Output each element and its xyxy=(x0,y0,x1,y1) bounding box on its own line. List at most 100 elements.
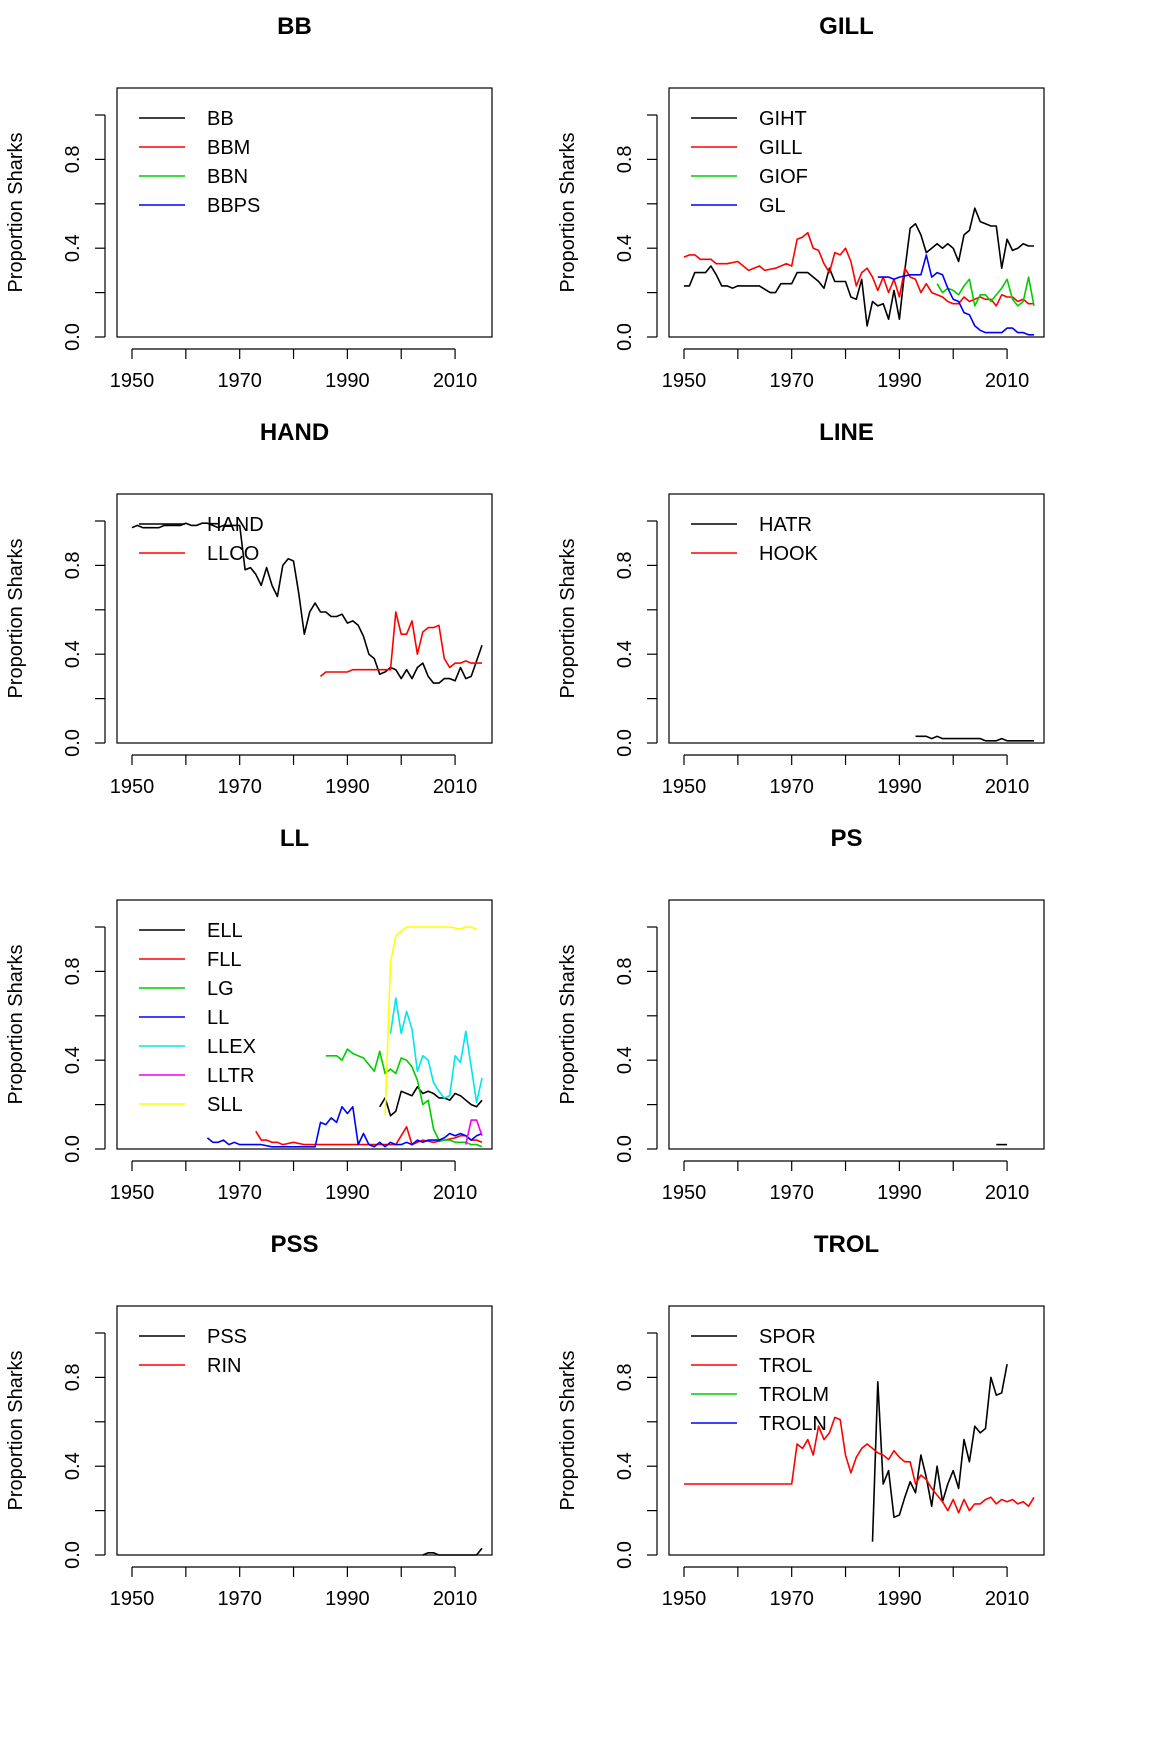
series-gl-line xyxy=(877,254,1034,336)
legend-label: SLL xyxy=(207,1094,243,1116)
y-tick-label: 0.4 xyxy=(614,1046,636,1074)
plot-frame xyxy=(668,87,1045,338)
legend-label: LLCO xyxy=(207,543,259,565)
legend-label: BBM xyxy=(207,137,250,159)
legend-label: HOOK xyxy=(759,543,819,565)
legend: SPOR TROL TROLM TROLN xyxy=(691,1326,829,1435)
x-tick-label: 2010 xyxy=(985,1588,1030,1610)
y-tick-label: 0.0 xyxy=(614,323,636,351)
panel-trol: TROL 1950 1970 1990 2010 0.0 0.4 0.8 Proportion … xyxy=(557,1231,1045,1610)
x-tick-label: 1950 xyxy=(110,1182,155,1204)
legend-label: RIN xyxy=(207,1355,241,1377)
legend: HAND LLCO xyxy=(139,514,264,565)
x-tick-label: 1970 xyxy=(217,1182,262,1204)
series-ell-line xyxy=(379,1086,483,1117)
panel-title: LL xyxy=(280,825,309,852)
legend-label: BBPS xyxy=(207,195,260,217)
x-tick-label: 1950 xyxy=(110,1588,155,1610)
series-hand-line xyxy=(131,522,483,684)
panel-ps: PS 1950 1970 1990 2010 0.0 0.4 0.8 Proportion Sh… xyxy=(557,825,1045,1204)
legend-label: LL xyxy=(207,1007,229,1029)
y-tick-label: 0.0 xyxy=(62,729,84,757)
x-tick-label: 1990 xyxy=(325,776,370,798)
y-tick-label: 0.8 xyxy=(62,551,84,579)
panel-title: GILL xyxy=(819,13,874,40)
y-axis-label: Proportion Sharks xyxy=(557,1350,579,1510)
plot-frame xyxy=(116,1305,493,1556)
legend-label: SPOR xyxy=(759,1326,816,1348)
x-tick-label: 2010 xyxy=(433,1588,478,1610)
y-axis-label: Proportion Sharks xyxy=(5,1350,27,1510)
legend-label: GL xyxy=(759,195,786,217)
panel-line: LINE 1950 1970 1990 2010 0.0 0.4 0.8 Proportion … xyxy=(557,419,1045,798)
legend-label: GILL xyxy=(759,137,802,159)
legend-label: TROLN xyxy=(759,1413,827,1435)
x-tick-label: 1990 xyxy=(325,370,370,392)
y-axis-label: Proportion Sharks xyxy=(557,944,579,1104)
plot-frame xyxy=(668,1305,1045,1556)
x-tick-label: 1970 xyxy=(769,776,814,798)
panel-title: TROL xyxy=(814,1231,879,1258)
x-tick-label: 1950 xyxy=(662,776,707,798)
series-giht-line xyxy=(684,207,1034,327)
panel-title: HAND xyxy=(260,419,329,446)
legend-label: BB xyxy=(207,108,234,130)
x-tick-label: 2010 xyxy=(433,776,478,798)
series-hatr-line xyxy=(915,735,1034,742)
y-tick-label: 0.0 xyxy=(614,1541,636,1569)
series-giof-line xyxy=(936,276,1035,307)
legend: BB BBM BBN BBPS xyxy=(139,108,260,217)
panel-title: LINE xyxy=(819,419,874,446)
y-tick-label: 0.0 xyxy=(614,1135,636,1163)
plot-frame xyxy=(116,493,493,744)
series-sll-line xyxy=(384,926,477,1116)
y-tick-label: 0.8 xyxy=(62,1363,84,1391)
x-tick-label: 1950 xyxy=(662,1182,707,1204)
y-tick-label: 0.8 xyxy=(614,145,636,173)
series-pss-line xyxy=(422,1547,483,1556)
panel-bb: BB 1950 1970 1990 2010 0.0 0.4 0.8 Proportion Sh… xyxy=(5,13,493,392)
legend: GIHT GILL GIOF GL xyxy=(691,108,808,217)
legend: ELL FLL LG LL LLEX LLTR SLL xyxy=(139,920,256,1116)
series-lg-line xyxy=(325,1048,483,1148)
series-spor-line xyxy=(871,1363,1008,1542)
y-tick-label: 0.4 xyxy=(62,1046,84,1074)
series-llco-line xyxy=(319,611,482,678)
x-tick-label: 1990 xyxy=(325,1182,370,1204)
legend: HATR HOOK xyxy=(691,514,819,565)
legend-label: TROL xyxy=(759,1355,812,1377)
legend-label: PSS xyxy=(207,1326,247,1348)
series-trol-line xyxy=(684,1416,1035,1514)
x-tick-label: 2010 xyxy=(985,1182,1030,1204)
y-axis-label: Proportion Sharks xyxy=(557,132,579,292)
y-tick-label: 0.8 xyxy=(614,957,636,985)
legend-label: BBN xyxy=(207,166,248,188)
series-lltr-line xyxy=(465,1119,483,1145)
panel-pss: PSS 1950 1970 1990 2010 0.0 0.4 0.8 Proportion S… xyxy=(5,1231,493,1610)
x-tick-label: 1990 xyxy=(325,1588,370,1610)
x-tick-label: 1990 xyxy=(877,776,922,798)
panel-gill: GILL 1950 1970 1990 2010 0.0 0.4 0.8 Proportion … xyxy=(557,13,1045,392)
y-tick-label: 0.4 xyxy=(62,1452,84,1480)
y-tick-label: 0.8 xyxy=(614,1363,636,1391)
x-tick-label: 1990 xyxy=(877,1588,922,1610)
panel-hand: HAND 1950 1970 1990 2010 0.0 0.4 0.8 Proportion … xyxy=(5,419,493,798)
legend-label: LLTR xyxy=(207,1065,254,1087)
plot-frame xyxy=(116,899,493,1150)
y-tick-label: 0.0 xyxy=(62,1541,84,1569)
y-tick-label: 0.4 xyxy=(614,640,636,668)
x-tick-label: 1990 xyxy=(877,370,922,392)
x-tick-label: 2010 xyxy=(433,370,478,392)
legend: PSS RIN xyxy=(139,1326,247,1377)
legend-label: HAND xyxy=(207,514,264,536)
y-tick-label: 0.4 xyxy=(614,234,636,262)
legend-label: GIOF xyxy=(759,166,808,188)
panel-ll: LL 1950 1970 1990 2010 0.0 0.4 0.8 Proportion Sh… xyxy=(5,825,493,1204)
x-tick-label: 2010 xyxy=(433,1182,478,1204)
y-tick-label: 0.0 xyxy=(62,323,84,351)
plot-frame xyxy=(668,493,1045,744)
legend-label: TROLM xyxy=(759,1384,829,1406)
legend-label: LLEX xyxy=(207,1036,256,1058)
series-gill-line xyxy=(683,231,1034,307)
